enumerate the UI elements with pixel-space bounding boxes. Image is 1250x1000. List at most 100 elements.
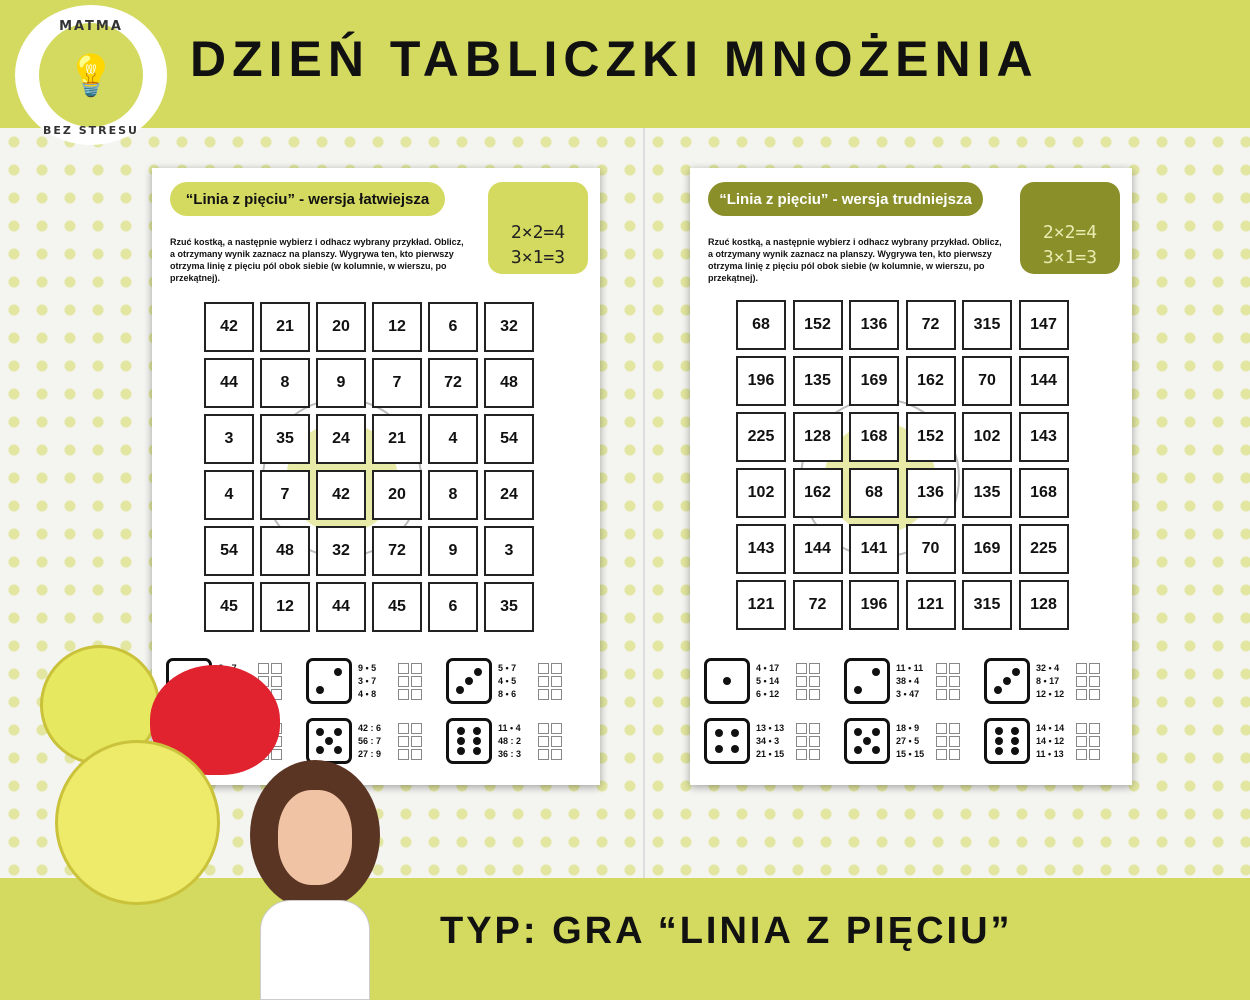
answer-boxes (936, 662, 960, 700)
checkbox[interactable] (551, 688, 562, 700)
checkbox[interactable] (949, 688, 960, 700)
checkbox[interactable] (1076, 748, 1087, 760)
checkbox[interactable] (538, 722, 549, 734)
pip (995, 726, 1003, 735)
chalkboard-icon: 2×2=4 3×1=3 (488, 182, 588, 274)
checkbox[interactable] (1076, 722, 1087, 734)
checkbox[interactable] (538, 688, 549, 700)
pip (715, 729, 723, 737)
checkbox[interactable] (538, 735, 549, 747)
checkbox[interactable] (796, 722, 807, 734)
grid-cell: 168 (849, 412, 899, 462)
die-3-icon (446, 658, 492, 704)
grid-cell: 196 (736, 356, 786, 406)
checkbox[interactable] (1076, 735, 1087, 747)
checkbox[interactable] (1076, 688, 1087, 700)
grid-cell: 12 (372, 302, 422, 352)
grid-cell: 6 (428, 582, 478, 632)
checkbox[interactable] (271, 748, 282, 760)
grid-cell: 70 (962, 356, 1012, 406)
checkbox[interactable] (936, 735, 947, 747)
checkbox[interactable] (411, 688, 422, 700)
checkbox[interactable] (411, 722, 422, 734)
grid-cell: 20 (316, 302, 366, 352)
example-list: 9 • 5 3 • 7 4 • 8 (358, 662, 392, 701)
checkbox[interactable] (538, 662, 549, 674)
example: 9 • 5 (358, 662, 377, 673)
checkbox[interactable] (809, 722, 820, 734)
checkbox[interactable] (1089, 688, 1100, 700)
grid-cell: 70 (905, 524, 956, 574)
checkbox[interactable] (1076, 662, 1087, 674)
example: 27 • 5 (896, 735, 920, 746)
grid-cell: 8 (260, 358, 310, 408)
grid-cell: 72 (905, 300, 956, 350)
answer-boxes (538, 722, 562, 760)
checkbox[interactable] (398, 675, 409, 687)
checkbox[interactable] (551, 662, 562, 674)
checkbox[interactable] (1089, 735, 1100, 747)
checkbox[interactable] (271, 662, 282, 674)
checkbox[interactable] (411, 735, 422, 747)
checkbox[interactable] (258, 662, 269, 674)
grid-cell: 102 (962, 412, 1012, 462)
pip (1011, 747, 1019, 756)
checkbox[interactable] (809, 748, 820, 760)
example: 12 • 12 (1036, 688, 1065, 699)
checkbox[interactable] (949, 675, 960, 687)
checkbox[interactable] (796, 675, 807, 687)
checkbox[interactable] (936, 688, 947, 700)
answer-boxes (1076, 722, 1100, 760)
checkbox[interactable] (949, 662, 960, 674)
checkbox[interactable] (936, 675, 947, 687)
grid-cell: 21 (260, 302, 310, 352)
example: 5 • 14 (756, 675, 780, 686)
checkbox[interactable] (551, 722, 562, 734)
grid-cell: 196 (849, 580, 899, 630)
checkbox[interactable] (411, 675, 422, 687)
grid-cell: 9 (316, 358, 366, 408)
checkbox[interactable] (809, 675, 820, 687)
checkbox[interactable] (411, 748, 422, 760)
checkbox[interactable] (538, 675, 549, 687)
checkbox[interactable] (936, 722, 947, 734)
checkbox[interactable] (1076, 675, 1087, 687)
checkbox[interactable] (1089, 675, 1100, 687)
checkbox[interactable] (796, 735, 807, 747)
checkbox[interactable] (796, 662, 807, 674)
board-line: 3×1=3 (1042, 247, 1098, 268)
checkbox[interactable] (398, 748, 409, 760)
pip (1011, 726, 1019, 735)
checkbox[interactable] (551, 675, 562, 687)
grid-cell: 225 (736, 412, 786, 462)
checkbox[interactable] (809, 735, 820, 747)
checkbox[interactable] (1089, 662, 1100, 674)
checkbox[interactable] (551, 748, 562, 760)
checkbox[interactable] (271, 675, 282, 687)
checkbox[interactable] (949, 748, 960, 760)
checkbox[interactable] (949, 722, 960, 734)
example-list: 18 • 9 27 • 5 15 • 15 (896, 722, 930, 761)
checkbox[interactable] (398, 662, 409, 674)
checkbox[interactable] (809, 688, 820, 700)
checkbox[interactable] (411, 662, 422, 674)
example-list: 42 : 6 56 : 7 27 : 9 (358, 722, 392, 761)
grid-cell: 152 (792, 300, 843, 350)
checkbox[interactable] (949, 735, 960, 747)
checkbox[interactable] (538, 748, 549, 760)
checkbox[interactable] (936, 662, 947, 674)
grid-cell: 7 (372, 358, 422, 408)
checkbox[interactable] (1089, 722, 1100, 734)
checkbox[interactable] (796, 688, 807, 700)
example: 42 : 6 (358, 722, 382, 733)
grid-cell: 72 (428, 358, 478, 408)
checkbox[interactable] (398, 722, 409, 734)
checkbox[interactable] (809, 662, 820, 674)
checkbox[interactable] (551, 735, 562, 747)
checkbox[interactable] (398, 735, 409, 747)
checkbox[interactable] (796, 748, 807, 760)
checkbox[interactable] (398, 688, 409, 700)
grid-cell: 147 (1018, 300, 1069, 350)
checkbox[interactable] (1089, 748, 1100, 760)
checkbox[interactable] (936, 748, 947, 760)
